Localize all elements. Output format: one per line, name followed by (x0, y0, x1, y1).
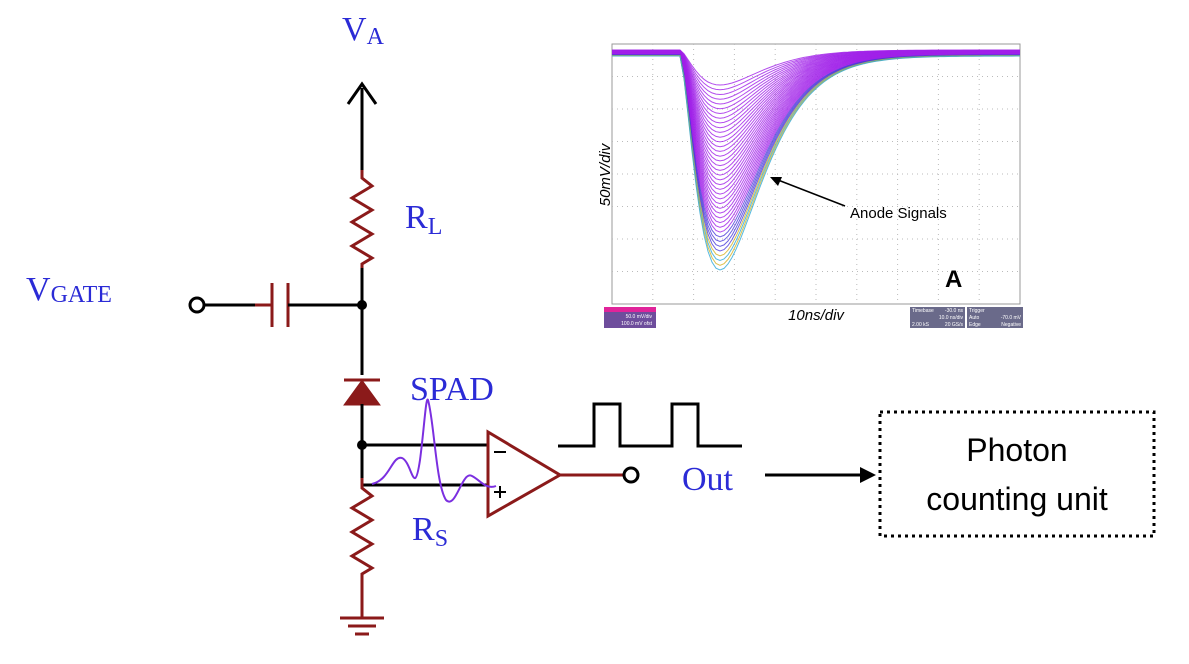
terminal (622, 466, 640, 484)
status-text: Edge (969, 322, 981, 328)
label: R (412, 511, 435, 548)
counter-box (878, 410, 1156, 538)
status-text: -30.0 ns (945, 308, 964, 314)
panel-label: A (945, 266, 962, 293)
y-scale-label: 50mV/div (597, 142, 614, 206)
status-box (910, 307, 965, 328)
circuit (188, 81, 876, 636)
status-text: 50.0 mV/div (626, 314, 653, 320)
status-box (967, 307, 1023, 328)
arrow-head (346, 81, 378, 105)
diode-label: SPAD (410, 371, 494, 408)
subscript: L (428, 214, 443, 240)
load-resistor-label: RL (405, 199, 442, 240)
gate-label: VGATE (26, 271, 112, 308)
annotation: Anode Signals (850, 205, 947, 222)
status-text: Auto (969, 315, 980, 321)
subscript: GATE (51, 282, 112, 308)
status-text: Trigger (969, 308, 985, 314)
trace (612, 55, 1020, 271)
signal-waveform (371, 398, 497, 503)
terminal (188, 296, 206, 314)
pulse-train (558, 402, 742, 448)
status-box (604, 307, 656, 328)
status-text: 2.00 kS (912, 322, 930, 328)
supply-label: VA (342, 11, 385, 50)
sense-resistor (349, 478, 375, 580)
counter-label: Photon (966, 432, 1067, 468)
status-text: Negative (1001, 322, 1021, 328)
status-text: 10.0 ns/div (939, 315, 964, 321)
label: V (26, 271, 51, 308)
status-text: -70.0 mV (1001, 315, 1022, 321)
sense-resistor-label: RS (412, 511, 448, 552)
x-scale-label: 10ns/div (788, 307, 845, 324)
subscript: S (435, 526, 448, 552)
output-label: Out (682, 461, 734, 498)
diode (343, 379, 381, 406)
comparator (486, 429, 563, 519)
load-resistor (349, 170, 375, 268)
status-text: 20 GS/s (945, 322, 964, 328)
anode-traces (612, 49, 1021, 271)
arrow-head (860, 467, 876, 483)
counter-label: counting unit (926, 481, 1108, 517)
subscript: A (367, 24, 385, 50)
status-text: Timebase (912, 308, 934, 314)
label: V (342, 11, 367, 48)
oscilloscope: 50.0 mV/div 100.0 mV ofst Timebase -30.0… (597, 43, 1023, 328)
label: R (405, 199, 428, 236)
node (357, 300, 367, 310)
status-text: 100.0 mV ofst (621, 321, 652, 327)
